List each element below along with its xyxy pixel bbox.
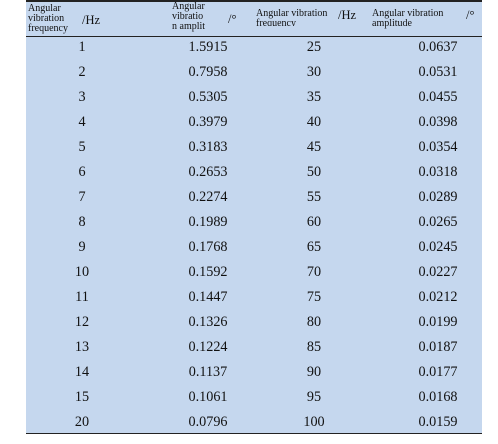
header-word: Angular xyxy=(172,2,205,12)
table-cell: 95 xyxy=(306,389,322,405)
data-table: Angular vibration frequency /Hz Angular … xyxy=(26,0,482,434)
table-cell: 60 xyxy=(306,214,322,230)
table-cell: 0.0159 xyxy=(418,414,458,430)
table-cell: 85 xyxy=(306,339,322,355)
table-cell: 15 xyxy=(74,389,90,405)
table-cell: 0.0455 xyxy=(418,89,458,105)
table-cell: 0.1592 xyxy=(188,264,228,280)
table-bottom-rule xyxy=(26,433,482,434)
table-cell: 0.2274 xyxy=(188,189,228,205)
table-cell: 65 xyxy=(306,239,322,255)
header-word: Angular vibration xyxy=(372,9,444,19)
header-word: vibratio xyxy=(172,11,204,22)
table-cell: 14 xyxy=(74,364,90,380)
header-word: frequency xyxy=(256,18,296,27)
header-unit: /° xyxy=(228,12,237,26)
table-cell: 8 xyxy=(78,214,86,230)
table-cell: 0.0168 xyxy=(418,389,458,405)
table-cell: 50 xyxy=(306,164,322,180)
table-cell: 11 xyxy=(75,289,89,305)
table-cell: 80 xyxy=(306,314,322,330)
table-cell: 0.1326 xyxy=(188,314,228,330)
table-cell: 55 xyxy=(306,189,322,205)
table-cell: 0.0354 xyxy=(418,139,458,155)
table-cell: 0.0212 xyxy=(418,289,458,305)
table-cell: 0.1447 xyxy=(188,289,228,305)
table-cell: 0.3183 xyxy=(188,139,228,155)
table-cell: 0.0398 xyxy=(418,114,458,130)
table-cell: 0.7958 xyxy=(188,64,228,80)
table-cell: 0.0227 xyxy=(418,264,458,280)
table-cell: 0.3979 xyxy=(188,114,228,130)
header-angular-frequency-1: Angular vibration frequency /Hz xyxy=(28,4,110,34)
table-cell: 0.0289 xyxy=(418,189,458,205)
table-cell: 6 xyxy=(78,164,86,180)
table-cell: 0.1224 xyxy=(188,339,228,355)
table-cell: 0.0265 xyxy=(418,214,458,230)
table-cell: 30 xyxy=(306,64,322,80)
header-angular-amplitude-1: Angular vibratio n amplit /° xyxy=(172,2,252,36)
table-cell: 0.0796 xyxy=(188,414,228,430)
table-cell: 13 xyxy=(74,339,90,355)
table-cell: 0.0318 xyxy=(418,164,458,180)
table-cell: 0.0187 xyxy=(418,339,458,355)
table-cell: 0.0531 xyxy=(418,64,458,80)
table-cell: 20 xyxy=(74,414,90,430)
table-cell: 0.1137 xyxy=(188,364,228,380)
table-cell: 25 xyxy=(306,39,322,55)
header-angular-amplitude-2: Angular vibration amplitude /° xyxy=(372,9,482,33)
table-cell: 0.1768 xyxy=(188,239,228,255)
table-cell: 75 xyxy=(306,289,322,305)
table-cell: 10 xyxy=(74,264,90,280)
header-word: Angular xyxy=(28,4,61,14)
header-rule xyxy=(26,36,482,37)
table-cell: 1.5915 xyxy=(188,39,228,55)
table-cell: 0.5305 xyxy=(188,89,228,105)
header-word: frequency xyxy=(28,23,68,34)
table-top-rule xyxy=(26,0,482,2)
header-word: vibration xyxy=(28,13,65,24)
header-word: Angular vibration xyxy=(256,9,328,19)
table-cell: 12 xyxy=(74,314,90,330)
table-cell: 70 xyxy=(306,264,322,280)
table-cell: 0.0245 xyxy=(418,239,458,255)
table-cell: 0.0637 xyxy=(418,39,458,55)
header-unit: /° xyxy=(466,9,475,22)
table-cell: 4 xyxy=(78,114,86,130)
header-word: amplitude xyxy=(372,18,412,29)
header-unit: /Hz xyxy=(82,13,101,27)
table-cell: 5 xyxy=(78,139,86,155)
table-cell: 2 xyxy=(78,64,86,80)
table-cell: 0.0177 xyxy=(418,364,458,380)
header-word: n amplit xyxy=(172,21,206,32)
header-angular-frequency-2: Angular vibration frequency /Hz xyxy=(256,9,371,26)
table-cell: 3 xyxy=(78,89,86,105)
header-unit: /Hz xyxy=(338,9,357,22)
table-cell: 0.1989 xyxy=(188,214,228,230)
table-cell: 0.1061 xyxy=(188,389,228,405)
table-cell: 0.2653 xyxy=(188,164,228,180)
table-cell: 35 xyxy=(306,89,322,105)
table-cell: 90 xyxy=(306,364,322,380)
table-cell: 0.0199 xyxy=(418,314,458,330)
table-cell: 100 xyxy=(303,414,325,430)
table-cell: 40 xyxy=(306,114,322,130)
table-cell: 45 xyxy=(306,139,322,155)
table-cell: 1 xyxy=(78,39,86,55)
table-cell: 9 xyxy=(78,239,86,255)
table-cell: 7 xyxy=(78,189,86,205)
